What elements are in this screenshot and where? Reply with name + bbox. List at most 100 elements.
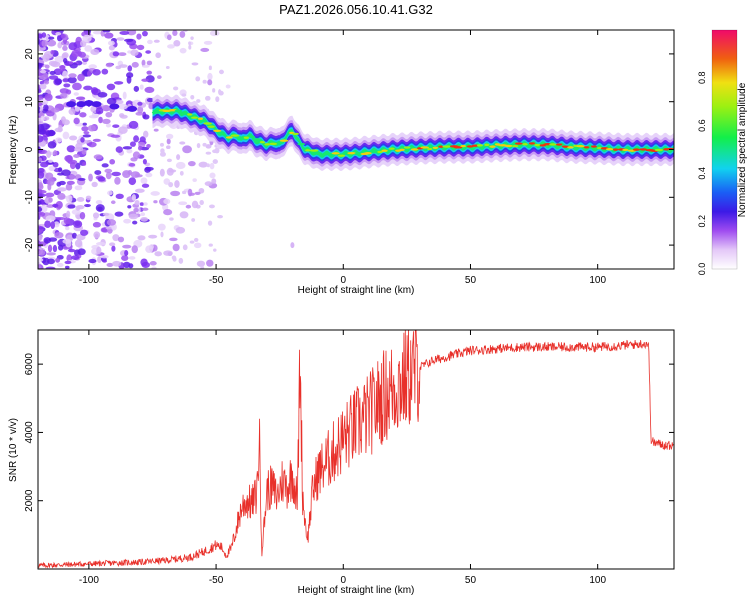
noise-blob [66, 180, 75, 185]
noise-blob [109, 159, 116, 165]
noise-blob [50, 49, 55, 55]
noise-blob [112, 260, 122, 267]
noise-blob [179, 30, 186, 38]
colorbar-tick-label: 0.6 [697, 119, 707, 132]
noise-blob [160, 231, 164, 238]
spectral-peak [309, 149, 319, 152]
noise-blob [207, 79, 213, 86]
noise-blob [38, 182, 44, 189]
colorbar: 0.0 0.2 0.4 0.6 0.8 Normalized spectral ampl… [697, 29, 748, 275]
noise-blob [172, 243, 180, 252]
spectral-peak [514, 142, 523, 145]
noise-blob [175, 226, 186, 234]
spectral-peak [371, 150, 377, 154]
snr-ytick-label: 4000 [24, 421, 35, 444]
noise-blob [44, 220, 52, 229]
noise-blob [82, 134, 92, 138]
noise-blob [196, 99, 201, 103]
noise-blob [126, 75, 132, 84]
spectrogram-ytick-label: 10 [24, 96, 35, 108]
noise-blob [67, 159, 78, 165]
noise-blob [83, 131, 90, 135]
spectral-peak [399, 148, 405, 152]
noise-blob [179, 170, 184, 176]
noise-blob [146, 144, 151, 149]
noise-blob [206, 163, 210, 168]
noise-blob [163, 198, 171, 205]
spectral-peak [191, 116, 199, 119]
noise-blob [57, 187, 67, 192]
noise-blob [144, 86, 155, 93]
noise-blob [88, 258, 97, 264]
spectral-peak [321, 153, 328, 156]
spectral-peak [438, 145, 444, 148]
noise-blob [116, 37, 125, 41]
noise-blob [38, 226, 44, 230]
spectral-peak [613, 148, 619, 151]
noise-blob [48, 75, 59, 80]
noise-blob [102, 118, 111, 125]
noise-blob [165, 133, 174, 140]
noise-blob [83, 85, 93, 91]
noise-blob [114, 176, 121, 185]
noise-blob [131, 61, 139, 68]
noise-blob [46, 150, 52, 159]
noise-blob [55, 137, 63, 143]
spectral-peak [219, 131, 225, 135]
snr-ylabel: SNR (10 * v/v) [8, 418, 19, 482]
noise-blob [175, 161, 186, 170]
noise-blob [173, 86, 179, 91]
spectral-peak [269, 142, 278, 146]
noise-blob [112, 51, 120, 57]
noise-blob [133, 85, 140, 92]
noise-blob [136, 33, 142, 40]
noise-blob [71, 49, 81, 57]
noise-blob [128, 177, 137, 186]
noise-blob [54, 55, 64, 63]
noise-blob [218, 69, 224, 75]
noise-blob [45, 130, 54, 137]
noise-blob [74, 106, 81, 112]
noise-blob [38, 135, 44, 143]
noise-blob [68, 73, 77, 78]
snr-xtick-label: 0 [340, 575, 346, 586]
noise-blob [102, 30, 111, 33]
noise-blob [73, 154, 81, 158]
noise-blob [38, 102, 43, 107]
noise-blob [142, 158, 147, 165]
chart-title: PAZ1.2026.056.10.41.G32 [279, 2, 433, 17]
noise-blob [121, 255, 129, 261]
noise-blob [137, 145, 143, 151]
noise-blob [189, 240, 195, 244]
spectral-peak [151, 111, 160, 114]
noise-blob [65, 226, 70, 231]
spectral-peak [427, 147, 433, 151]
noise-blob [200, 265, 205, 269]
noise-blob [39, 83, 47, 90]
noise-blob [48, 159, 54, 163]
noise-blob [187, 188, 193, 197]
spectral-peak [561, 145, 569, 148]
noise-blob [80, 137, 85, 143]
noise-blob [290, 242, 295, 249]
noise-blob [57, 42, 63, 49]
noise-blob [96, 246, 102, 255]
noise-blob [139, 136, 146, 143]
noise-blob [55, 31, 62, 36]
noise-blob [38, 62, 42, 70]
noise-blob [93, 154, 103, 160]
noise-blob [155, 52, 161, 59]
noise-blob [166, 167, 174, 176]
spectral-peak [297, 142, 306, 146]
noise-blob [38, 109, 41, 114]
noise-blob [55, 216, 66, 221]
noise-blob [76, 101, 87, 108]
noise-blob [150, 191, 160, 196]
noise-blob [131, 245, 138, 254]
noise-blob [62, 45, 68, 51]
noise-blob [153, 128, 159, 132]
noise-blob [110, 134, 121, 138]
noise-blob [48, 165, 56, 172]
noise-blob [87, 141, 97, 148]
noise-blob [118, 52, 127, 57]
